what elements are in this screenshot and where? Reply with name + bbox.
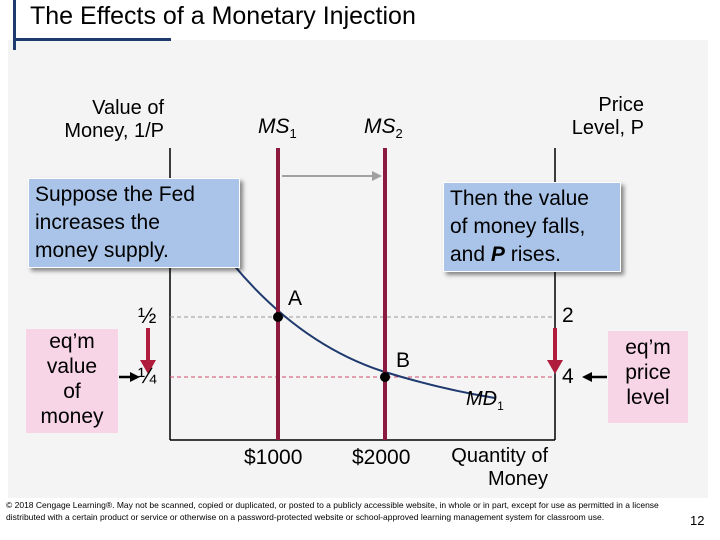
right-tick-4: 4 (562, 365, 574, 388)
right-axis-label: Price Level, P (571, 94, 644, 139)
left-tick-quarter: ¼ (138, 363, 157, 388)
callout-fed-increase: Suppose the Fed increases the money supp… (28, 178, 240, 268)
ms1-label: MS1 (258, 115, 297, 142)
point-a-dot (273, 312, 283, 322)
md-label: MD1 (466, 388, 504, 413)
copyright-notice: © 2018 Cengage Learning®. May not be sca… (6, 500, 659, 522)
right-tick-2: 2 (562, 304, 574, 327)
title-accent-horizontal (13, 38, 171, 41)
title-accent-vertical (13, 0, 16, 50)
point-a-label: A (288, 287, 303, 310)
eq-price-pointer-head (582, 372, 592, 382)
eq-price-level-box: eq’m price level (608, 331, 688, 423)
eq-value-pointer-head (130, 372, 140, 382)
x-axis-label: Quantity of Money (451, 445, 548, 490)
slide-title: The Effects of a Monetary Injection (30, 2, 416, 30)
page-number: 12 (690, 513, 705, 528)
callout-value-falls: Then the value of money falls, and P ris… (443, 182, 621, 272)
right-arrow-head (547, 360, 563, 374)
md-curve (231, 262, 496, 399)
point-b-dot (380, 372, 390, 382)
left-tick-half: ½ (138, 303, 157, 328)
ms2-label: MS2 (364, 115, 403, 142)
x-tick-1000: $1000 (244, 446, 303, 469)
x-tick-2000: $2000 (352, 446, 411, 469)
left-axis-label: Value of Money, 1/P (64, 97, 164, 142)
point-b-label: B (396, 349, 411, 372)
eq-value-of-money-box: eq’m value of money (26, 329, 118, 433)
left-arrow-head (140, 360, 156, 374)
